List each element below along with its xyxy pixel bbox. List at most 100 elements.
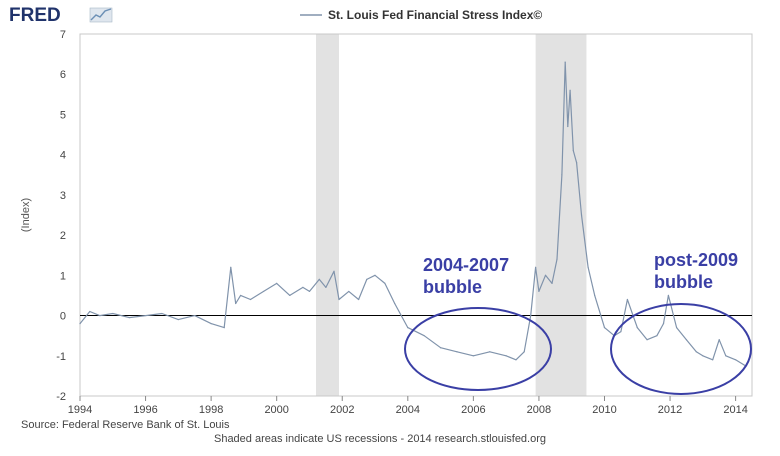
data-point — [439, 347, 442, 349]
data-point — [289, 294, 291, 297]
data-point — [662, 323, 665, 325]
legend-label: St. Louis Fed Financial Stress Index© — [328, 8, 542, 22]
data-point — [366, 278, 368, 280]
data-point — [144, 314, 147, 317]
x-tick-label: 2012 — [658, 404, 682, 416]
series-layer — [79, 61, 747, 367]
data-point — [725, 355, 727, 357]
annotation-2004-2007-line1: 2004-2007 — [423, 255, 509, 275]
data-point — [695, 351, 697, 353]
data-point — [544, 274, 547, 276]
data-point — [569, 89, 571, 91]
data-point — [89, 310, 91, 313]
recession-band-0 — [316, 34, 339, 396]
y-axis-ticks: -2 -1 0 1 2 3 4 5 6 7 — [56, 29, 66, 403]
annotation-2004-2007: 2004-2007 bubble — [423, 255, 509, 297]
series-line-0 — [79, 61, 746, 367]
data-point — [249, 298, 252, 301]
data-point — [646, 339, 648, 341]
x-tick-label: 2000 — [264, 404, 288, 416]
data-point — [587, 266, 589, 268]
data-point — [223, 327, 225, 329]
plot-area — [79, 33, 753, 397]
data-point — [177, 318, 179, 321]
data-point — [576, 162, 578, 164]
data-point — [538, 290, 540, 293]
x-tick-label: 1998 — [199, 404, 223, 416]
data-point — [128, 316, 130, 319]
y-tick-label: 5 — [60, 109, 66, 121]
annotation-2004-2007-line2: bubble — [423, 277, 482, 297]
data-point — [556, 258, 558, 260]
data-point — [338, 298, 340, 301]
data-point — [735, 359, 737, 361]
data-point — [161, 312, 163, 315]
y-axis-label: (Index) — [20, 198, 32, 232]
bubble-circle-post-2009 — [610, 303, 752, 395]
data-point — [572, 150, 574, 152]
data-point — [636, 327, 638, 329]
x-tick-label: 1994 — [68, 404, 92, 416]
data-point — [594, 294, 596, 297]
recession-band-1 — [535, 34, 587, 396]
x-tick-label: 2006 — [461, 404, 485, 416]
y-tick-label: 0 — [60, 311, 66, 323]
y-tick-label: 4 — [60, 150, 66, 162]
data-point — [667, 294, 670, 297]
data-point — [194, 314, 196, 317]
x-tick-label: 2008 — [527, 404, 551, 416]
data-point — [358, 298, 360, 301]
data-point — [472, 355, 474, 357]
data-point — [318, 278, 320, 280]
data-point — [240, 294, 242, 297]
data-point — [348, 290, 350, 293]
data-point — [302, 286, 304, 288]
data-point — [333, 270, 335, 272]
legend: St. Louis Fed Financial Stress Index© — [300, 8, 542, 22]
data-point — [515, 359, 517, 361]
footer-note: Shaded areas indicate US recessions - 20… — [214, 433, 546, 445]
fred-logo: FRED — [9, 5, 113, 26]
data-point — [620, 331, 622, 333]
x-tick-label: 2002 — [330, 404, 354, 416]
data-point — [79, 323, 81, 325]
annotation-post-2009-line2: bubble — [654, 272, 713, 292]
data-point — [603, 327, 606, 329]
data-point — [374, 274, 376, 276]
data-point — [580, 214, 583, 216]
data-point — [718, 339, 720, 341]
y-tick-label: 1 — [60, 270, 66, 282]
y-tick-label: -2 — [56, 391, 66, 403]
data-point — [394, 302, 396, 305]
x-tick-label: 1996 — [133, 404, 157, 416]
data-point — [676, 327, 678, 329]
data-point — [712, 359, 714, 361]
fred-logo-text: FRED — [9, 5, 61, 26]
data-point — [276, 282, 278, 284]
data-point — [235, 302, 237, 305]
data-point — [407, 327, 409, 329]
annotation-post-2009: post-2009 bubble — [654, 250, 738, 292]
data-point — [325, 286, 327, 288]
data-point — [535, 266, 537, 268]
data-point — [262, 290, 265, 293]
data-point — [505, 355, 507, 357]
y-tick-label: 2 — [60, 230, 66, 242]
fred-logo-graph-icon — [89, 7, 113, 23]
data-point — [551, 282, 553, 284]
data-point — [685, 339, 688, 341]
footer-source: Source: Federal Reserve Bank of St. Loui… — [21, 419, 230, 431]
x-tick-label: 2004 — [396, 404, 420, 416]
data-point — [489, 351, 491, 353]
data-point — [384, 282, 386, 284]
annotation-post-2009-line1: post-2009 — [654, 250, 738, 270]
data-point — [530, 314, 532, 317]
x-tick-label: 2014 — [723, 404, 747, 416]
data-point — [423, 335, 425, 337]
y-tick-label: -1 — [56, 351, 66, 363]
data-point — [626, 298, 629, 301]
data-point — [656, 335, 658, 337]
recession-shading — [316, 34, 587, 396]
